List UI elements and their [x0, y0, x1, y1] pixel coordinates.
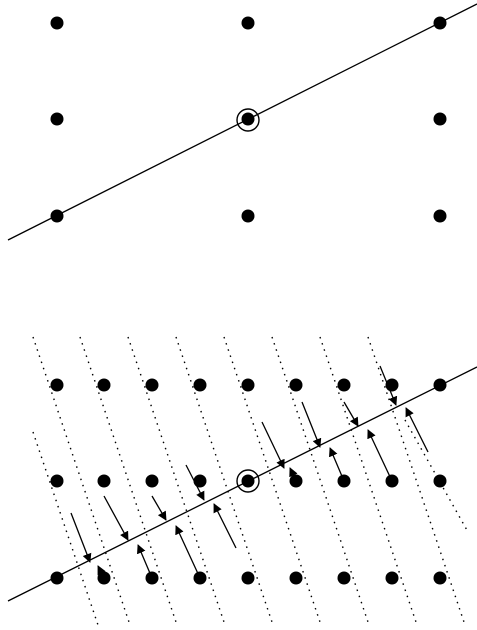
projection-arrow [103, 495, 129, 541]
projection-arrow [405, 407, 429, 453]
dotted-line [319, 336, 418, 626]
lattice-point [97, 378, 111, 392]
projection-arrow [289, 467, 298, 482]
projection-arrow [329, 447, 345, 482]
projection-arrows [70, 365, 429, 579]
projection-arrow [151, 495, 167, 521]
bottom-panel [7, 336, 477, 626]
lattice-point [241, 16, 255, 30]
projection-arrow [261, 421, 285, 469]
top-lattice-points [50, 16, 447, 223]
lattice-point [50, 16, 64, 30]
lattice-point [50, 209, 64, 223]
lattice-point [241, 474, 255, 488]
lattice-point [97, 474, 111, 488]
lattice-point [50, 112, 64, 126]
projection-arrow [185, 464, 205, 501]
lattice-point [337, 571, 351, 585]
lattice-point [289, 378, 303, 392]
lattice-point [241, 571, 255, 585]
dotted-line [127, 336, 226, 626]
bottom-origin-ring [236, 469, 260, 493]
projection-arrow [97, 565, 106, 579]
lattice-point [289, 571, 303, 585]
lattice-point [145, 474, 159, 488]
lattice-point [241, 209, 255, 223]
lattice-point [50, 571, 64, 585]
lattice-point [241, 378, 255, 392]
projection-arrow [367, 429, 393, 482]
lattice-point [433, 209, 447, 223]
projection-arrow [343, 401, 359, 427]
top-origin-ring [236, 108, 260, 132]
top-panel [7, 3, 477, 241]
lattice-point [193, 474, 207, 488]
lattice-point [433, 16, 447, 30]
lattice-point [50, 474, 64, 488]
lattice-point [337, 378, 351, 392]
lattice-point [193, 378, 207, 392]
lattice-point [433, 571, 447, 585]
dotted-direction-lines [32, 336, 469, 626]
lattice-point [50, 378, 64, 392]
projection-arrow [175, 525, 201, 579]
lattice-point [241, 112, 255, 126]
lattice-point [385, 571, 399, 585]
dotted-line [223, 336, 322, 626]
lattice-point [145, 378, 159, 392]
projection-arrow [137, 544, 153, 579]
bottom-lattice-points [50, 378, 447, 585]
dotted-line [271, 336, 370, 626]
projection-arrow [379, 365, 398, 406]
lattice-point [433, 378, 447, 392]
dotted-line [79, 336, 178, 626]
lattice-point [433, 474, 447, 488]
dotted-line [32, 431, 99, 626]
lattice-point [433, 112, 447, 126]
projection-arrow [301, 401, 322, 448]
projection-arrow [213, 503, 237, 549]
projection-arrow [70, 512, 92, 563]
